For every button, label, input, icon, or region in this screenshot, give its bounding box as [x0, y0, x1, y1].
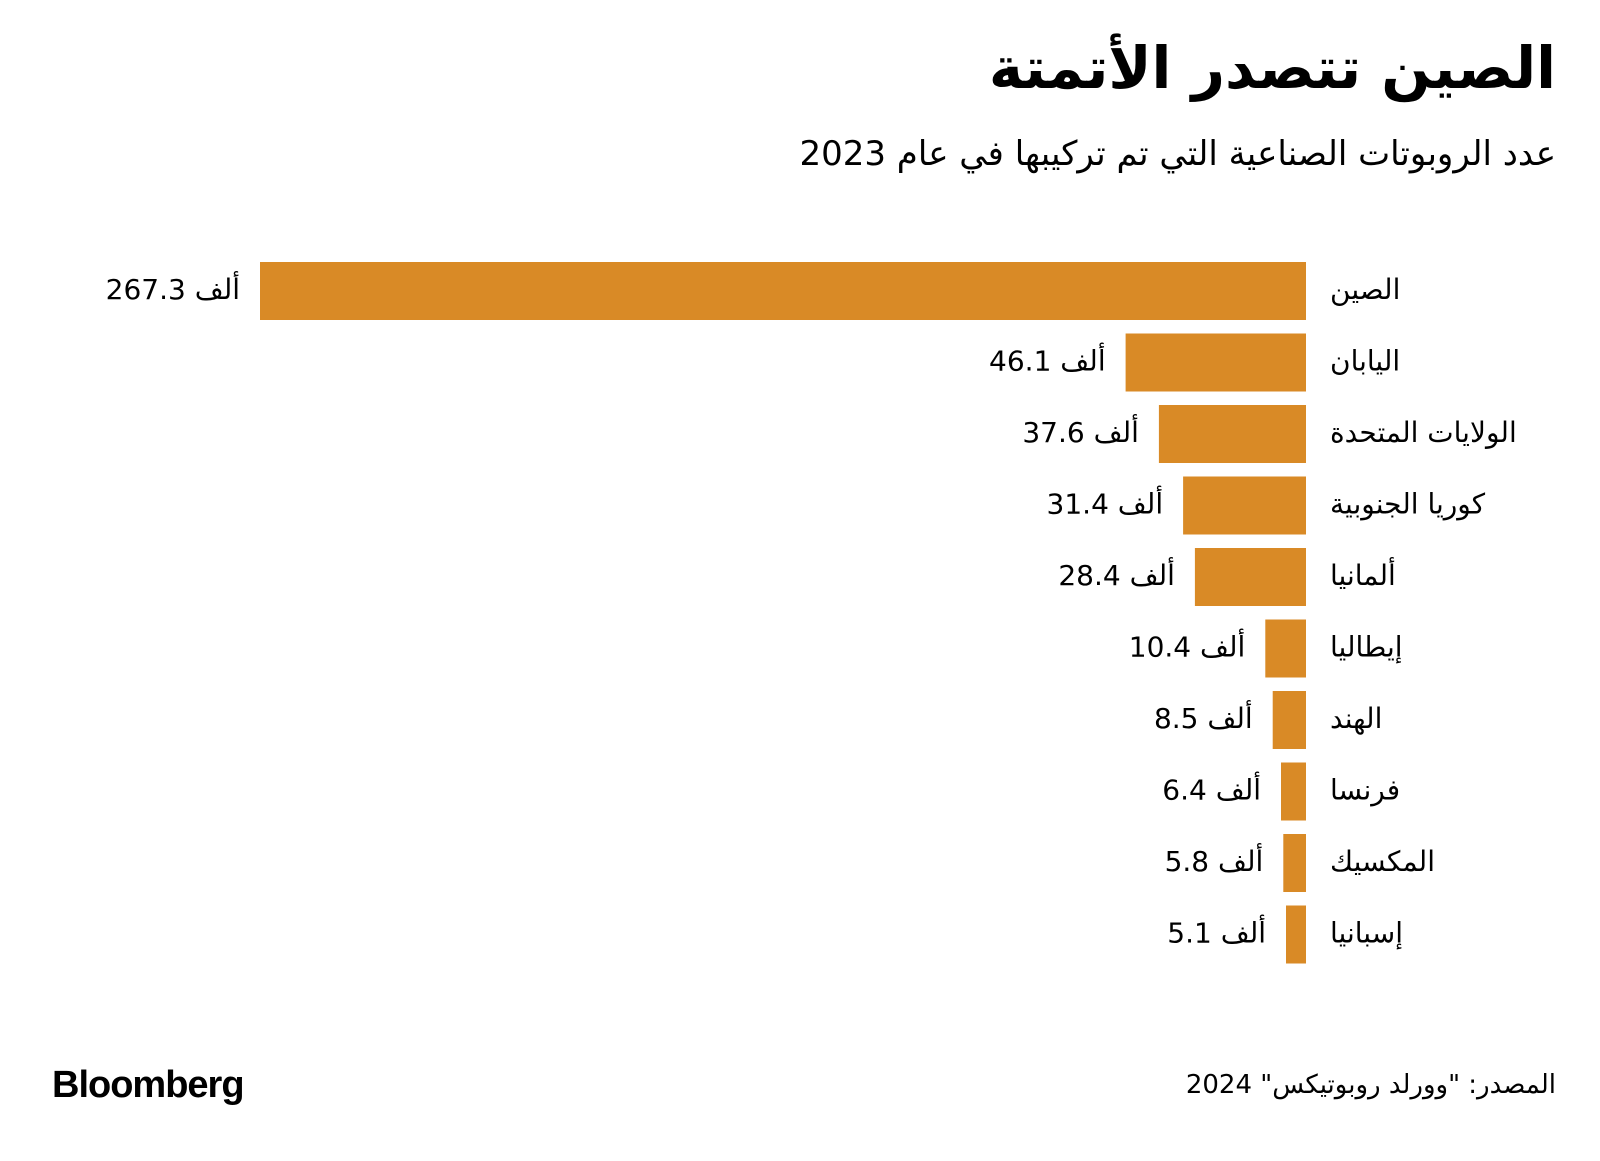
bar-1 [1125, 333, 1306, 392]
value-label-1: 46.1 ألف [989, 342, 1106, 378]
bar-7 [1281, 762, 1306, 821]
bar-0 [260, 262, 1306, 320]
value-label-7: 6.4 ألف [1162, 771, 1261, 807]
bar-8 [1283, 834, 1306, 892]
category-label-6: الهند [1330, 702, 1382, 735]
value-label-0: 267.3 ألف [106, 270, 240, 306]
bar-6 [1272, 691, 1306, 749]
chart-title: الصين تتصدر الأتمتة [988, 34, 1556, 102]
category-label-8: المكسيك [1330, 845, 1435, 878]
bar-2 [1158, 405, 1306, 463]
value-label-5: 10.4 ألف [1129, 628, 1246, 664]
bar-9 [1286, 905, 1306, 964]
bar-4 [1194, 548, 1306, 606]
source-note: المصدر: "وورلد روبوتيكس" 2024 [1185, 1070, 1556, 1100]
value-label-8: 5.8 ألف [1165, 842, 1264, 878]
value-label-3: 31.4 ألف [1047, 485, 1164, 521]
bar-3 [1183, 476, 1306, 535]
bar-5 [1265, 619, 1306, 678]
chart-subtitle: عدد الروبوتات الصناعية التي تم تركيبها ف… [799, 134, 1556, 174]
category-label-3: كوريا الجنوبية [1330, 488, 1486, 521]
value-label-4: 28.4 ألف [1058, 556, 1175, 592]
category-label-0: الصين [1330, 273, 1400, 306]
value-label-2: 37.6 ألف [1022, 413, 1139, 449]
category-label-1: اليابان [1330, 345, 1400, 378]
category-label-2: الولايات المتحدة [1330, 416, 1517, 449]
category-label-5: إيطاليا [1330, 631, 1403, 664]
value-label-6: 8.5 ألف [1154, 699, 1253, 735]
value-label-9: 5.1 ألف [1167, 914, 1266, 950]
category-label-9: إسبانيا [1330, 917, 1403, 950]
category-label-4: ألمانيا [1330, 556, 1396, 592]
bloomberg-logo: Bloomberg [52, 1064, 245, 1106]
category-label-7: فرنسا [1330, 774, 1400, 807]
